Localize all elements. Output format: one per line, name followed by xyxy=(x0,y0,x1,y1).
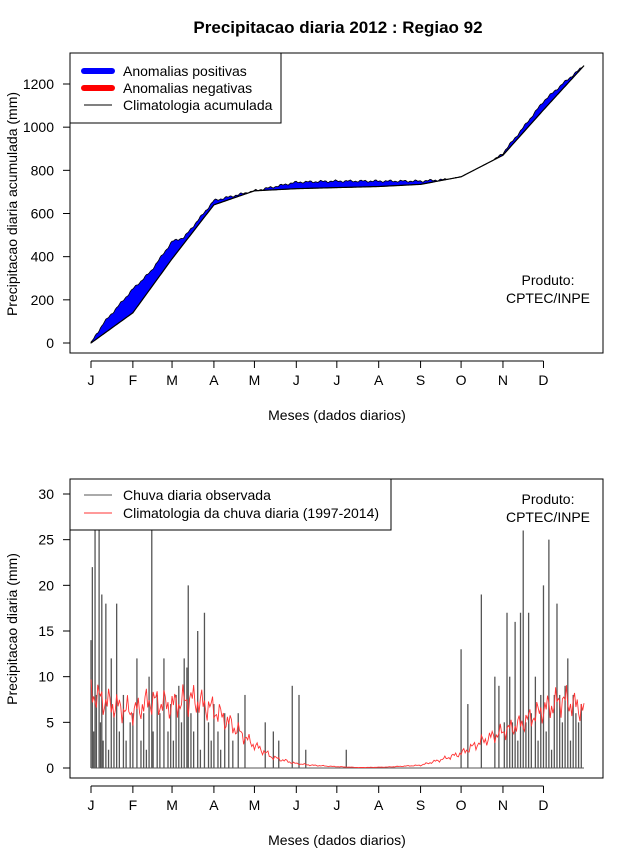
y-tick-label: 400 xyxy=(31,249,55,265)
x-tick-label: J xyxy=(88,797,95,813)
y-tick-label: 30 xyxy=(38,486,54,502)
x-tick-label: D xyxy=(538,797,548,813)
product-label-bottom: Produto: xyxy=(522,491,575,507)
y-tick-label: 600 xyxy=(31,206,55,222)
daily-bars xyxy=(90,521,584,769)
y-tick-label: 0 xyxy=(46,335,54,351)
y-tick-label: 200 xyxy=(31,292,55,308)
x-tick-label: M xyxy=(249,797,261,813)
x-tick-label: A xyxy=(374,372,384,388)
top-legend: Anomalias positivas Anomalias negativas … xyxy=(69,52,282,124)
legend-entry-positive: Anomalias positivas xyxy=(123,63,247,79)
y-tick-label: 0 xyxy=(46,760,54,776)
top-y-axis-label: Precipitacao diaria acumulada (mm) xyxy=(4,92,20,316)
climatology-cumulative-line xyxy=(90,65,585,344)
x-tick-label: M xyxy=(249,372,261,388)
y-tick-label: 10 xyxy=(38,669,54,685)
x-tick-label: A xyxy=(209,372,219,388)
x-tick-label: N xyxy=(498,372,508,388)
x-tick-label: N xyxy=(498,797,508,813)
x-tick-label: M xyxy=(166,372,178,388)
y-tick-label: 15 xyxy=(38,623,54,639)
x-tick-label: J xyxy=(293,797,300,813)
x-tick-label: J xyxy=(88,372,95,388)
anomaly-areas xyxy=(90,65,585,344)
x-tick-label: M xyxy=(166,797,178,813)
y-tick-label: 5 xyxy=(46,714,54,730)
legend-entry-climatology: Climatologia acumulada xyxy=(123,97,273,113)
x-tick-label: F xyxy=(129,372,138,388)
x-tick-label: F xyxy=(129,797,138,813)
x-tick-label: O xyxy=(456,797,467,813)
bottom-legend-box xyxy=(69,478,392,531)
x-tick-label: O xyxy=(456,372,467,388)
daily-chart: 0 5 10 15 20 25 30 J F M A M J J A S O N D Meses (dados d… xyxy=(4,478,604,848)
bottom-y-axis: 0 5 10 15 20 25 30 xyxy=(38,486,70,776)
y-tick-label: 25 xyxy=(38,532,54,548)
bottom-x-axis-label: Meses (dados diarios) xyxy=(268,832,406,848)
bottom-y-axis-label: Precipitacao diaria (mm) xyxy=(4,553,20,705)
legend-entry-climatology-daily: Climatologia da chuva diaria (1997-2014) xyxy=(123,505,379,521)
y-tick-label: 1000 xyxy=(23,119,54,135)
product-label: Produto: xyxy=(522,272,575,288)
x-tick-label: J xyxy=(333,797,340,813)
legend-entry-negative: Anomalias negativas xyxy=(123,80,252,96)
product-source-bottom: CPTEC/INPE xyxy=(506,509,590,525)
y-tick-label: 1200 xyxy=(23,76,54,92)
climatology-daily-line xyxy=(90,679,585,769)
bottom-legend: Chuva diaria observada Climatologia da c… xyxy=(69,478,392,531)
legend-entry-observed: Chuva diaria observada xyxy=(123,487,271,503)
x-tick-label: S xyxy=(416,372,425,388)
y-tick-label: 20 xyxy=(38,577,54,593)
top-plot-frame xyxy=(69,52,604,354)
top-y-axis: 0 200 400 600 800 1000 1200 xyxy=(23,76,70,351)
x-tick-label: A xyxy=(374,797,384,813)
x-tick-label: J xyxy=(293,372,300,388)
x-tick-label: J xyxy=(333,372,340,388)
x-tick-label: A xyxy=(209,797,219,813)
top-x-axis-label: Meses (dados diarios) xyxy=(268,407,406,423)
x-tick-label: S xyxy=(416,797,425,813)
climatology-line xyxy=(90,679,585,769)
x-tick-label: D xyxy=(538,372,548,388)
chart-title: Precipitacao diaria 2012 : Regiao 92 xyxy=(193,18,482,37)
cumulative-chart: 0 200 400 600 800 1000 1200 J F M A M J J A S O N D Meses… xyxy=(4,52,604,423)
product-source: CPTEC/INPE xyxy=(506,290,590,306)
y-tick-label: 800 xyxy=(31,162,55,178)
